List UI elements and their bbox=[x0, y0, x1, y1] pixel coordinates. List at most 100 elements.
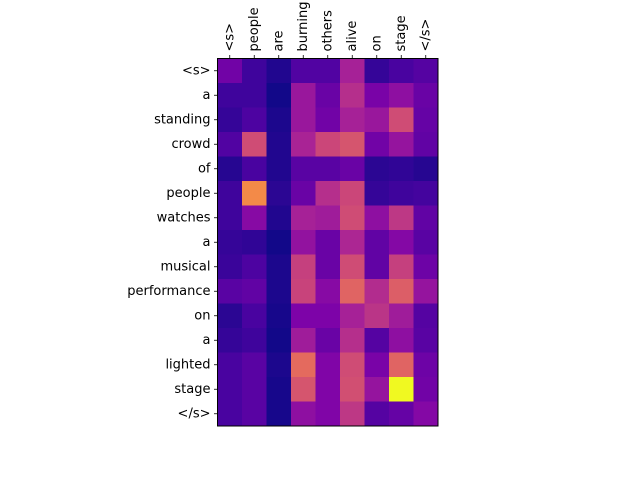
heatmap-cell-10-5 bbox=[340, 303, 365, 329]
heatmap-cell-13-4 bbox=[315, 377, 341, 402]
heatmap-cell-4-5 bbox=[340, 156, 365, 182]
heatmap-cell-1-5 bbox=[340, 83, 365, 108]
heatmap-cell-10-3 bbox=[291, 303, 316, 329]
heatmap-cell-13-0 bbox=[217, 377, 243, 402]
heatmap-cell-6-4 bbox=[315, 205, 341, 231]
heatmap-cell-11-1 bbox=[242, 328, 267, 353]
x-tick-label: on bbox=[369, 35, 384, 51]
heatmap-cell-14-7 bbox=[389, 401, 414, 427]
heatmap-cells bbox=[217, 58, 439, 427]
heatmap-cell-13-7 bbox=[389, 377, 414, 402]
heatmap-cell-2-8 bbox=[413, 107, 439, 133]
heatmap-cell-9-0 bbox=[217, 279, 243, 304]
heatmap-cell-7-2 bbox=[266, 230, 292, 255]
heatmap-cell-14-3 bbox=[291, 401, 316, 427]
heatmap-cell-12-2 bbox=[266, 352, 292, 378]
heatmap-cell-13-2 bbox=[266, 377, 292, 402]
heatmap-cell-5-7 bbox=[389, 181, 414, 206]
heatmap-cell-11-6 bbox=[364, 328, 390, 353]
heatmap-cell-1-7 bbox=[389, 83, 414, 108]
y-tick-label: of bbox=[198, 161, 211, 176]
heatmap-cell-12-4 bbox=[315, 352, 341, 378]
heatmap-cell-3-0 bbox=[217, 132, 243, 157]
heatmap-cell-13-5 bbox=[340, 377, 365, 402]
heatmap-cell-1-6 bbox=[364, 83, 390, 108]
y-tick-label: people bbox=[166, 186, 210, 201]
heatmap-cell-14-6 bbox=[364, 401, 390, 427]
y-tick-label: stage bbox=[174, 382, 210, 397]
heatmap-cell-2-1 bbox=[242, 107, 267, 133]
y-tick-label: lighted bbox=[165, 357, 210, 372]
heatmap-cell-0-5 bbox=[340, 58, 365, 84]
heatmap-cell-2-7 bbox=[389, 107, 414, 133]
heatmap-cell-13-6 bbox=[364, 377, 390, 402]
y-tick-label: a bbox=[203, 88, 211, 103]
heatmap-cell-3-8 bbox=[413, 132, 439, 157]
x-tick-label: are bbox=[271, 30, 286, 51]
y-tick-label: watches bbox=[157, 210, 211, 225]
heatmap-cell-12-8 bbox=[413, 352, 439, 378]
heatmap-cell-10-1 bbox=[242, 303, 267, 329]
heatmap-cell-10-6 bbox=[364, 303, 390, 329]
heatmap-cell-4-4 bbox=[315, 156, 341, 182]
heatmap-cell-0-8 bbox=[413, 58, 439, 84]
heatmap-cell-6-5 bbox=[340, 205, 365, 231]
heatmap-cell-1-8 bbox=[413, 83, 439, 108]
heatmap-cell-9-1 bbox=[242, 279, 267, 304]
heatmap-cell-0-2 bbox=[266, 58, 292, 84]
x-tick-label: stage bbox=[394, 15, 409, 51]
heatmap-cell-8-3 bbox=[291, 254, 316, 280]
heatmap-cell-11-4 bbox=[315, 328, 341, 353]
heatmap-cell-10-0 bbox=[217, 303, 243, 329]
heatmap-cell-9-2 bbox=[266, 279, 292, 304]
x-tick-label: alive bbox=[345, 21, 360, 52]
y-tick-label: crowd bbox=[171, 137, 210, 152]
heatmap-cell-7-7 bbox=[389, 230, 414, 255]
heatmap-cell-12-0 bbox=[217, 352, 243, 378]
heatmap-cell-7-6 bbox=[364, 230, 390, 255]
heatmap-cell-8-0 bbox=[217, 254, 243, 280]
heatmap-cell-8-8 bbox=[413, 254, 439, 280]
heatmap-cell-6-7 bbox=[389, 205, 414, 231]
heatmap-cell-14-2 bbox=[266, 401, 292, 427]
heatmap-cell-3-3 bbox=[291, 132, 316, 157]
y-tick-label: a bbox=[203, 235, 211, 250]
heatmap-cell-13-8 bbox=[413, 377, 439, 402]
heatmap-cell-5-4 bbox=[315, 181, 341, 206]
heatmap-cell-13-3 bbox=[291, 377, 316, 402]
x-axis-ticks: <s> people are burning others alive on stage </s… bbox=[222, 2, 433, 59]
heatmap-cell-10-8 bbox=[413, 303, 439, 329]
y-tick-label: </s> bbox=[178, 406, 211, 421]
x-tick-label: others bbox=[320, 10, 335, 52]
heatmap-cell-10-4 bbox=[315, 303, 341, 329]
heatmap-cell-6-0 bbox=[217, 205, 243, 231]
heatmap-cell-14-8 bbox=[413, 401, 439, 427]
heatmap-cell-5-1 bbox=[242, 181, 267, 206]
heatmap-cell-5-6 bbox=[364, 181, 390, 206]
x-tick-label: </s> bbox=[418, 19, 433, 52]
heatmap-cell-0-6 bbox=[364, 58, 390, 84]
x-tick-label: <s> bbox=[222, 23, 237, 52]
heatmap-cell-5-8 bbox=[413, 181, 439, 206]
heatmap-cell-11-7 bbox=[389, 328, 414, 353]
heatmap-cell-12-5 bbox=[340, 352, 365, 378]
heatmap-cell-1-0 bbox=[217, 83, 243, 108]
heatmap-cell-4-0 bbox=[217, 156, 243, 182]
heatmap-cell-3-5 bbox=[340, 132, 365, 157]
heatmap-cell-14-5 bbox=[340, 401, 365, 427]
heatmap-cell-9-3 bbox=[291, 279, 316, 304]
heatmap-cell-12-3 bbox=[291, 352, 316, 378]
heatmap-cell-9-4 bbox=[315, 279, 341, 304]
heatmap-cell-0-7 bbox=[389, 58, 414, 84]
heatmap-cell-0-4 bbox=[315, 58, 341, 84]
heatmap-cell-11-5 bbox=[340, 328, 365, 353]
y-tick-label: a bbox=[203, 333, 211, 348]
heatmap-cell-7-4 bbox=[315, 230, 341, 255]
heatmap-cell-7-1 bbox=[242, 230, 267, 255]
heatmap-cell-2-2 bbox=[266, 107, 292, 133]
heatmap-cell-11-2 bbox=[266, 328, 292, 353]
heatmap-cell-0-3 bbox=[291, 58, 316, 84]
y-tick-label: on bbox=[194, 308, 210, 323]
heatmap-cell-6-3 bbox=[291, 205, 316, 231]
heatmap-cell-0-0 bbox=[217, 58, 243, 84]
